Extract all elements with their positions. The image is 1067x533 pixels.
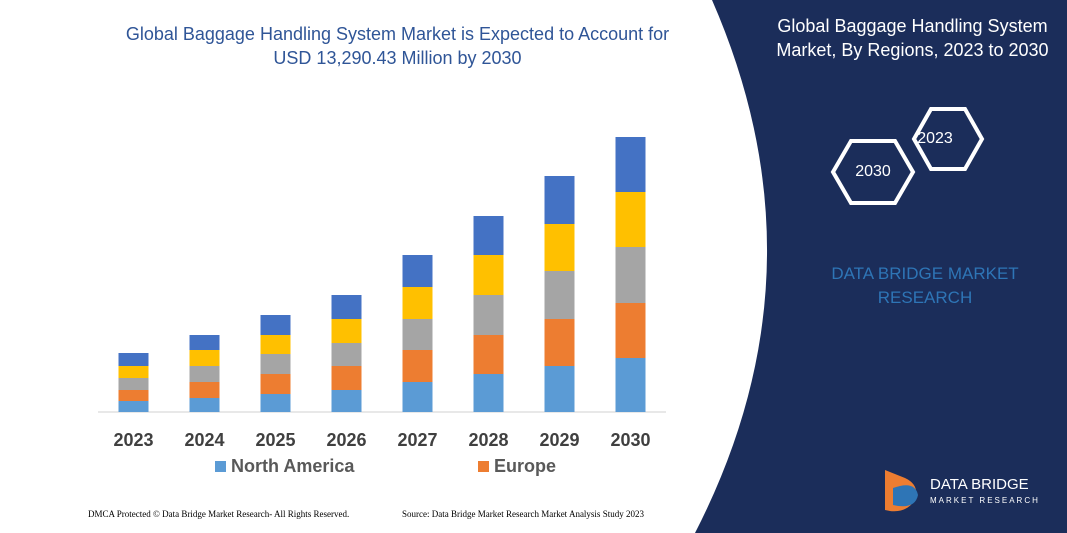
legend-label: Europe <box>494 456 556 476</box>
bar-segment <box>118 366 149 378</box>
footer-right: Source: Data Bridge Market Research Mark… <box>402 509 644 519</box>
panel-title: Global Baggage Handling System Market, B… <box>776 16 1049 60</box>
logo-tagline: MARKET RESEARCH <box>930 496 1040 505</box>
bar-segment <box>402 255 433 287</box>
bar-segment <box>118 390 149 401</box>
bar-segment <box>615 137 646 192</box>
bar-segment <box>189 398 220 412</box>
bar-segment <box>331 295 362 319</box>
bar-segment <box>260 315 291 335</box>
bar-segment <box>615 192 646 247</box>
bar-segment <box>544 176 575 224</box>
bar-segment <box>260 354 291 374</box>
panel-brand: DATA BRIDGE MARKET RESEARCH <box>831 264 1019 307</box>
bar-segment <box>544 224 575 271</box>
x-tick-label: 2027 <box>397 430 437 450</box>
logo-name: DATA BRIDGE <box>930 476 1029 493</box>
bar-segment <box>402 350 433 382</box>
footer-left: DMCA Protected © Data Bridge Market Rese… <box>88 509 349 519</box>
bar-segment <box>260 335 291 354</box>
bar-segment <box>118 401 149 412</box>
bar-segment <box>473 255 504 295</box>
bar-segment <box>331 343 362 366</box>
bar-segment <box>189 382 220 398</box>
hexagon-label: 2023 <box>917 130 953 147</box>
bar-segment <box>473 374 504 412</box>
x-tick-label: 2024 <box>184 430 224 450</box>
bar-segment <box>615 303 646 358</box>
bar-segment <box>402 382 433 412</box>
hexagon <box>830 139 916 205</box>
x-tick-label: 2030 <box>610 430 650 450</box>
logo-mark <box>893 485 918 507</box>
bar-segment <box>189 350 220 366</box>
bar-segment <box>473 335 504 374</box>
bar-segment <box>544 271 575 319</box>
legend-label: North America <box>231 456 355 476</box>
x-tick-label: 2026 <box>326 430 366 450</box>
chart-title: Global Baggage Handling System Market is… <box>125 24 670 68</box>
bar-segment <box>615 247 646 303</box>
bar-segment <box>189 335 220 350</box>
hexagon <box>911 107 985 171</box>
bar-segment <box>331 319 362 343</box>
bar-segment <box>402 287 433 319</box>
side-panel <box>695 0 1067 533</box>
bar-segment <box>260 394 291 412</box>
bar-segment <box>473 295 504 335</box>
x-tick-label: 2029 <box>539 430 579 450</box>
bar-segment <box>544 319 575 366</box>
x-tick-label: 2025 <box>255 430 295 450</box>
hexagon-label: 2030 <box>855 163 891 180</box>
bar-segment <box>402 319 433 350</box>
bar-segment <box>331 366 362 390</box>
legend-swatch <box>215 461 226 472</box>
bar-segment <box>118 378 149 390</box>
bar-segment <box>544 366 575 412</box>
bar-segment <box>189 366 220 382</box>
bar-segment <box>331 390 362 412</box>
bar-segment <box>260 374 291 394</box>
x-tick-label: 2028 <box>468 430 508 450</box>
bar-segment <box>473 216 504 255</box>
bar-segment <box>118 353 149 366</box>
bar-segment <box>615 358 646 412</box>
x-tick-label: 2023 <box>113 430 153 450</box>
legend-swatch <box>478 461 489 472</box>
